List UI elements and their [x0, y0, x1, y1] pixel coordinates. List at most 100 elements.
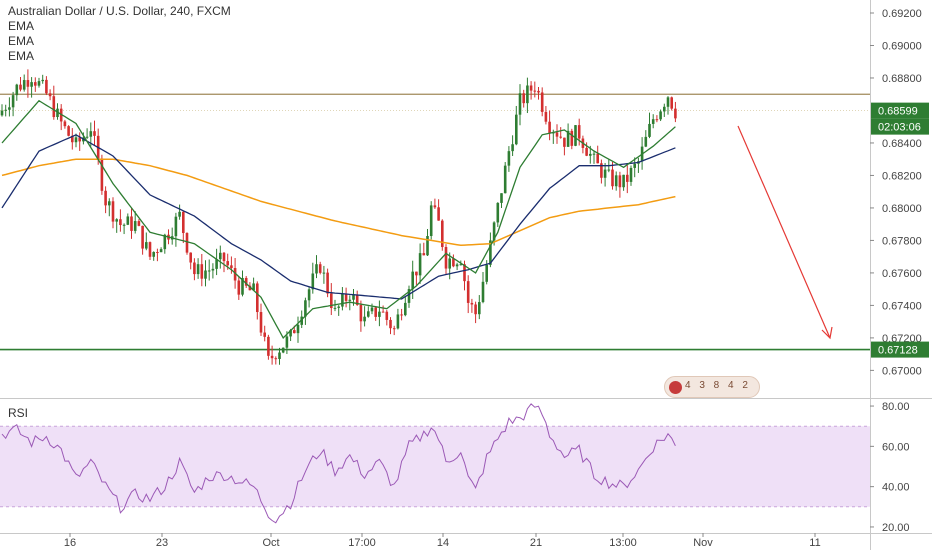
- candle-body: [441, 220, 444, 248]
- candle-body: [141, 225, 144, 249]
- candle-body: [644, 136, 648, 147]
- candle-body: [30, 82, 33, 87]
- candle-body: [104, 190, 107, 206]
- candle-body: [244, 277, 248, 286]
- candle-body: [281, 347, 285, 353]
- candle-body: [182, 211, 185, 234]
- candle-body: [577, 125, 581, 139]
- candle-body: [529, 85, 533, 91]
- candle-body: [71, 135, 74, 143]
- candle-body: [93, 131, 96, 136]
- chart-title: Australian Dollar / U.S. Dollar, 240, FX…: [8, 4, 231, 18]
- candle-body: [307, 289, 311, 301]
- rsi-tick-label: 60.00: [882, 441, 910, 453]
- candle-body: [459, 264, 463, 266]
- calendar-events-text: 4 3 8 4 2: [685, 380, 751, 391]
- ema-legend-3: EMA: [8, 49, 35, 63]
- candle-body: [67, 126, 70, 136]
- candle-body: [8, 107, 11, 110]
- candle-body: [133, 221, 137, 231]
- candle-body: [481, 281, 485, 303]
- candle-body: [429, 205, 433, 237]
- candle-body: [11, 95, 15, 108]
- candle-body: [418, 253, 422, 276]
- candle-body: [196, 264, 200, 275]
- candle-body: [322, 272, 326, 274]
- candle-body: [407, 289, 411, 303]
- candle-body: [448, 258, 451, 269]
- candle-body: [385, 311, 389, 320]
- candle-body: [330, 293, 333, 308]
- economic-calendar-badge[interactable]: 4 3 8 4 2: [664, 376, 760, 398]
- candle-body: [367, 311, 370, 317]
- rsi-tick-label: 80.00: [882, 401, 910, 413]
- candle-body: [148, 242, 152, 257]
- chart-legend: Australian Dollar / U.S. Dollar, 240, FX…: [8, 4, 231, 64]
- candle-body: [570, 130, 574, 146]
- candle-body: [278, 352, 281, 359]
- candle-body: [500, 193, 503, 203]
- candle-body: [34, 82, 37, 86]
- candle-body: [108, 201, 111, 206]
- candle-body: [544, 111, 548, 122]
- candle-body: [222, 252, 226, 262]
- price-tick-label: 0.67000: [882, 365, 922, 377]
- candle-body: [392, 328, 396, 330]
- candle-body: [396, 314, 400, 329]
- time-tick-label: Oct: [262, 537, 279, 549]
- candle-body: [374, 307, 377, 317]
- candle-body: [511, 144, 514, 152]
- candle-body: [359, 304, 363, 322]
- candle-body: [119, 219, 122, 226]
- candle-body: [4, 109, 7, 111]
- price-tick-label: 0.67800: [882, 235, 922, 247]
- rsi-band: [0, 426, 870, 507]
- price-tick-label: 0.67600: [882, 268, 922, 280]
- rsi-line: [1, 403, 676, 524]
- candle-body: [622, 174, 625, 188]
- candle-body: [559, 136, 562, 138]
- candle-body: [596, 153, 599, 164]
- candle-body: [52, 96, 56, 118]
- candle-body: [614, 175, 618, 187]
- candle-body: [674, 108, 677, 119]
- time-tick-label: 14: [437, 537, 449, 549]
- candle-body: [137, 221, 141, 226]
- time-tick-label: 13:00: [609, 537, 637, 549]
- candle-body: [444, 247, 448, 269]
- candle-body: [507, 151, 511, 166]
- candle-body: [363, 316, 366, 322]
- candle-body: [289, 330, 292, 337]
- candle-body: [355, 294, 359, 305]
- price-tick-label: 0.68200: [882, 170, 922, 182]
- price-tick-label: 0.68000: [882, 203, 922, 215]
- candle-body: [341, 293, 344, 307]
- price-tick-label: 0.67400: [882, 300, 922, 312]
- candle-body: [452, 258, 455, 267]
- candle-body: [437, 207, 440, 221]
- candle-body: [585, 147, 588, 156]
- candle-body: [603, 169, 607, 178]
- candle-body: [400, 314, 403, 316]
- rsi-label: RSI: [8, 406, 29, 420]
- candle-body: [474, 304, 477, 315]
- candle-body: [304, 300, 307, 317]
- candle-body: [522, 93, 525, 104]
- support-level-badge: 0.67128: [878, 345, 918, 357]
- candle-body: [470, 302, 474, 305]
- candle-body: [248, 285, 252, 291]
- candle-body: [503, 165, 507, 194]
- candle-body: [555, 132, 559, 137]
- candle-body: [111, 201, 115, 222]
- candle-body: [378, 311, 381, 317]
- candle-body: [404, 302, 407, 316]
- rsi-tick-label: 40.00: [882, 482, 910, 494]
- candle-body: [207, 270, 211, 272]
- candle-body: [478, 302, 481, 315]
- candle-body: [45, 79, 48, 94]
- candle-body: [78, 137, 81, 142]
- candle-body: [352, 294, 355, 300]
- candle-body: [411, 271, 414, 290]
- candle-body: [611, 169, 614, 187]
